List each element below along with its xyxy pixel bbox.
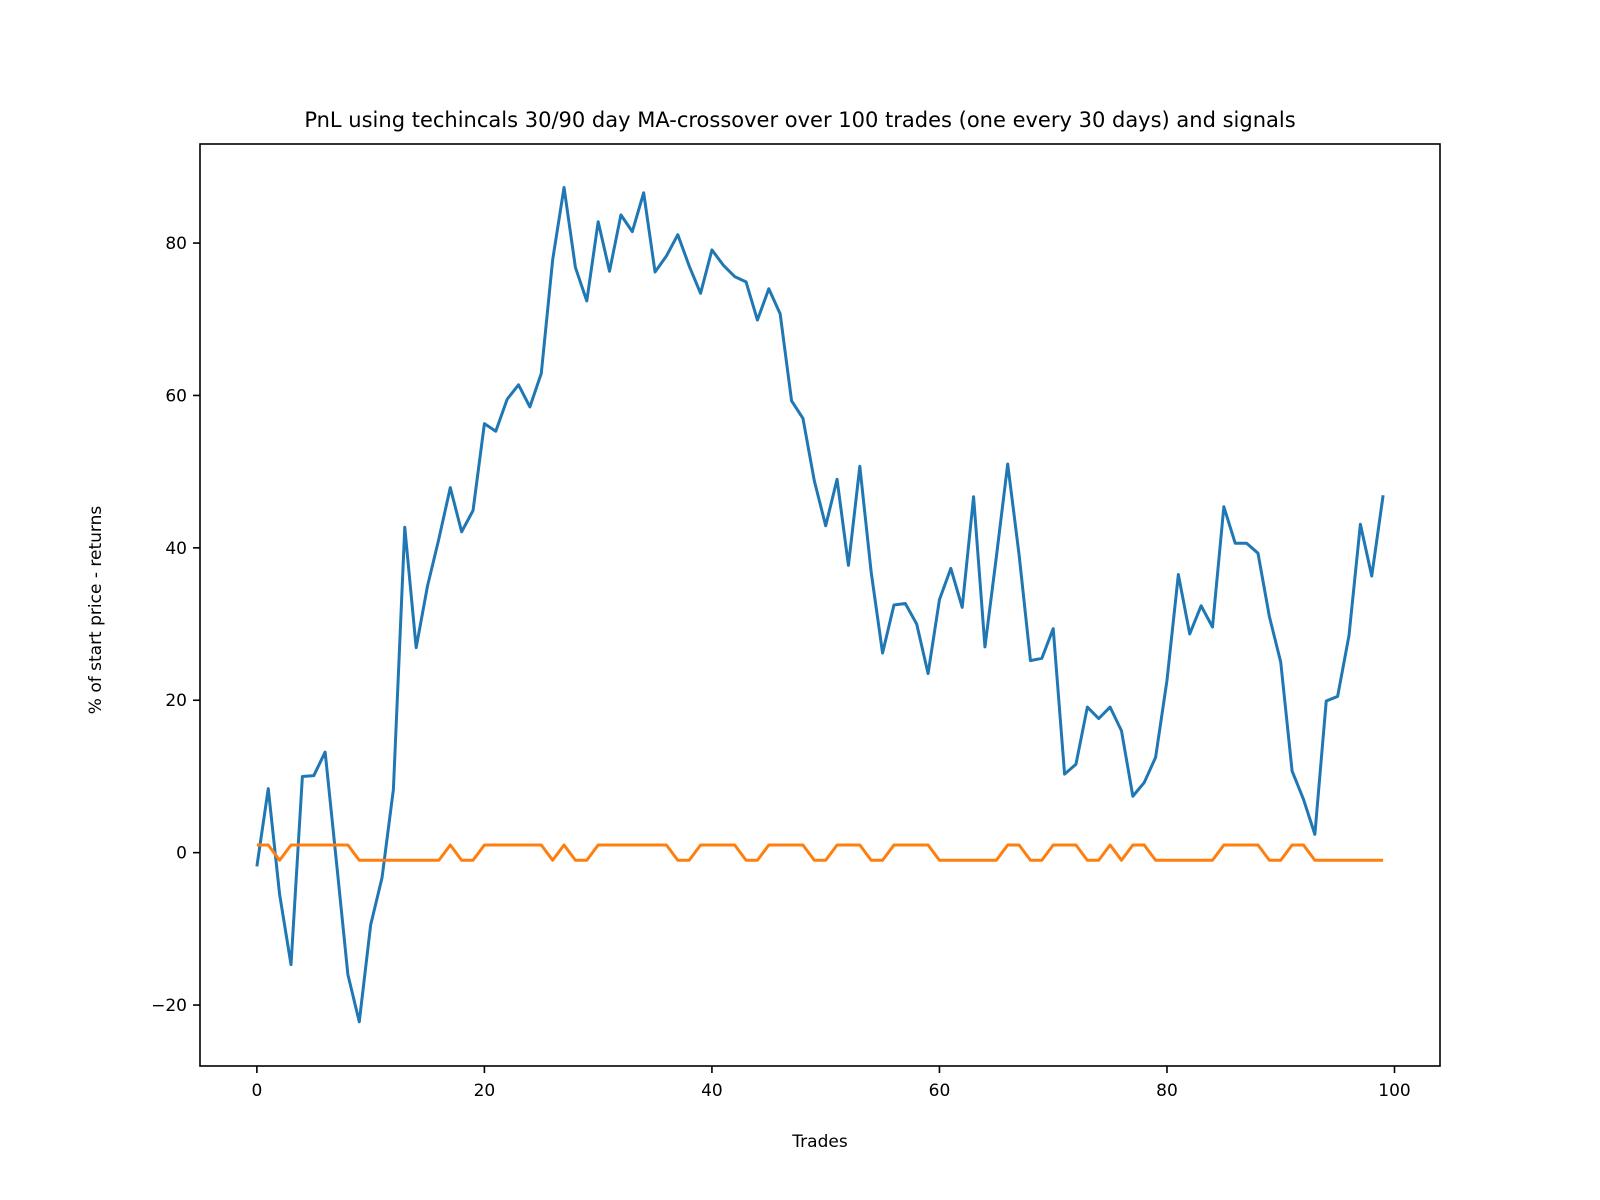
y-tick-label: 0 [176,844,187,864]
x-tick-label: 100 [1378,1081,1410,1101]
y-axis: −20 0 20 40 60 80 [151,234,200,1016]
y-tick-label: 80 [165,234,187,254]
x-tick-label: 40 [701,1081,723,1101]
plot-frame [199,143,1441,1067]
y-tick-label: 40 [165,539,187,559]
x-tick-label: 20 [474,1081,496,1101]
y-tick-label: 20 [165,691,187,711]
y-tick-label: 60 [165,386,187,406]
y-axis-label: % of start price - returns [86,506,106,715]
series-line-2 [256,843,1384,862]
x-axis: 0 20 40 60 80 100 [251,1066,1411,1101]
plot-area [255,185,1385,1024]
x-tick-label: 80 [1156,1081,1178,1101]
chart-title: PnL using techincals 30/90 day MA-crosso… [304,108,1295,132]
series-line-1 [255,185,1385,1024]
y-tick-label: −20 [151,996,187,1016]
x-axis-label: Trades [791,1132,848,1152]
x-tick-label: 60 [929,1081,951,1101]
x-tick-label: 0 [251,1081,262,1101]
